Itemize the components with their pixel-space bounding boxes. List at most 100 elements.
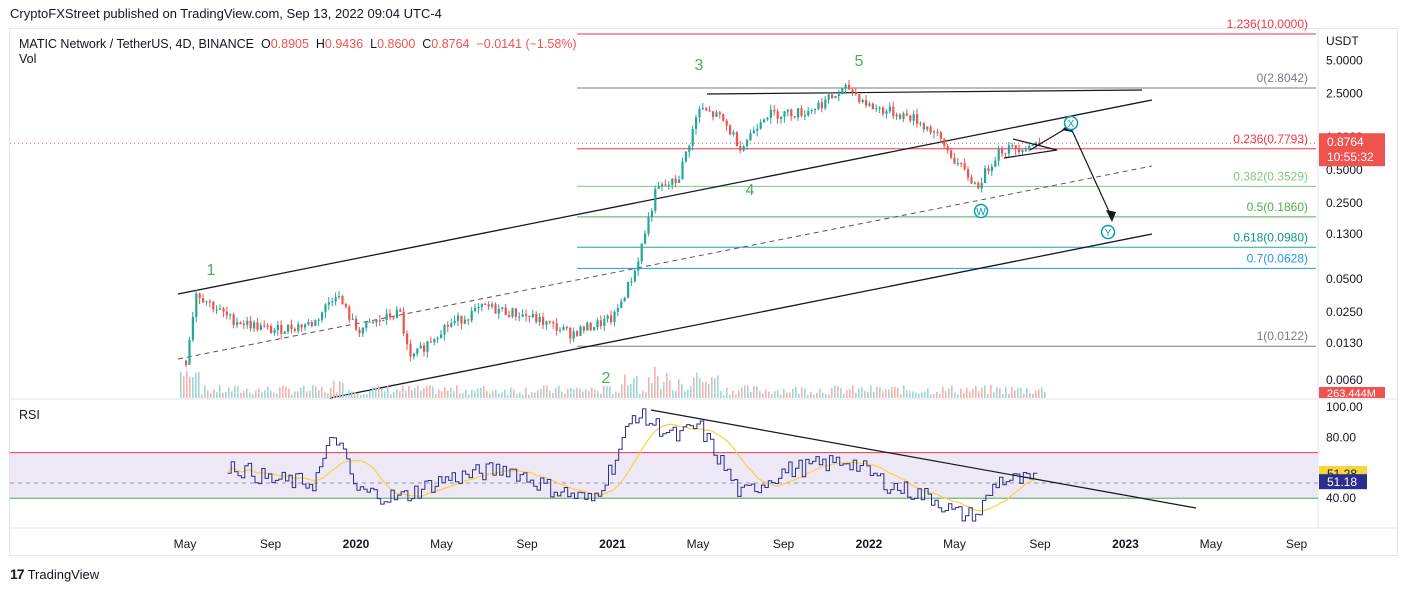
wave-circle-label: W xyxy=(976,207,986,218)
candle-body xyxy=(185,360,188,365)
volume-value: 263.444M xyxy=(1327,388,1376,400)
candle-body xyxy=(253,322,256,329)
candle-body xyxy=(460,315,463,324)
volume-bar xyxy=(294,391,296,398)
candle-body xyxy=(246,320,249,325)
candle-body xyxy=(817,102,820,109)
candle-body xyxy=(426,341,429,352)
price-axis-tick: 5.0000 xyxy=(1326,54,1363,68)
candle-body xyxy=(351,318,354,320)
candle-body xyxy=(834,95,837,99)
candle-body xyxy=(389,313,392,318)
volume-legend[interactable]: Vol xyxy=(19,52,37,66)
fib-level-label: 0(2.8042) xyxy=(1257,71,1308,85)
volume-bar xyxy=(717,375,719,398)
candle-body xyxy=(718,112,721,115)
rsi-line xyxy=(227,408,1038,522)
elliott-wave-label: 3 xyxy=(695,57,704,74)
volume-bar xyxy=(993,392,995,398)
volume-bar xyxy=(426,385,428,398)
channel-lower-line xyxy=(329,233,1153,399)
candle-body xyxy=(263,325,266,327)
volume-bar xyxy=(408,386,410,398)
volume-bar xyxy=(288,388,290,398)
candle-body xyxy=(361,327,364,334)
candle-body xyxy=(307,322,310,325)
volume-bar xyxy=(324,392,326,398)
candle-body xyxy=(358,329,361,334)
volume-bar xyxy=(708,384,710,398)
tradingview-footer[interactable]: 17 TradingView xyxy=(10,566,99,582)
channel-upper-line xyxy=(177,99,1153,295)
candle-body xyxy=(569,327,572,339)
volume-bar xyxy=(315,386,317,398)
candle-body xyxy=(827,94,830,100)
volume-bar xyxy=(423,387,425,398)
symbol-title[interactable]: MATIC Network / TetherUS, 4D, BINANCE xyxy=(19,37,255,51)
candle-body xyxy=(990,166,993,172)
volume-bar xyxy=(774,391,776,398)
volume-bar xyxy=(930,394,932,398)
candle-body xyxy=(786,109,789,112)
candle-body xyxy=(882,107,885,114)
volume-bar xyxy=(756,386,758,398)
volume-bar xyxy=(276,393,278,398)
volume-bar xyxy=(327,393,329,398)
volume-bar xyxy=(267,386,269,398)
volume-bar xyxy=(231,391,233,398)
volume-bar xyxy=(816,392,818,398)
volume-badge xyxy=(1319,387,1385,398)
volume-bar xyxy=(852,385,854,398)
volume-bar xyxy=(801,387,803,398)
candle-body xyxy=(963,163,966,170)
candle-body xyxy=(290,324,293,330)
candle-body xyxy=(800,108,803,116)
volume-bar xyxy=(258,388,260,398)
volume-bar xyxy=(996,387,998,398)
rsi-legend[interactable]: RSI xyxy=(19,408,40,422)
candle-body xyxy=(372,321,375,323)
volume-bar xyxy=(414,388,416,398)
candle-body xyxy=(412,353,415,357)
elliott-wave-label: 5 xyxy=(855,53,864,70)
candle-body xyxy=(474,308,477,311)
volume-bar xyxy=(615,391,617,398)
candle-body xyxy=(443,325,446,335)
volume-bar xyxy=(450,387,452,398)
volume-bar xyxy=(201,394,203,398)
volume-bar xyxy=(183,375,185,398)
candle-body xyxy=(749,133,752,141)
volume-bar xyxy=(465,389,467,398)
price-axis-tick: 0.0250 xyxy=(1326,305,1363,319)
volume-bar xyxy=(399,391,401,398)
volume-bar xyxy=(648,377,650,398)
candle-body xyxy=(491,304,494,307)
candle-body xyxy=(797,108,800,118)
bar-countdown: 10:55:32 xyxy=(1327,150,1374,164)
candle-body xyxy=(1004,153,1007,155)
volume-bar xyxy=(1041,387,1043,398)
volume-bar xyxy=(861,387,863,398)
volume-bar xyxy=(474,391,476,398)
volume-bar xyxy=(336,392,338,398)
candle-body xyxy=(640,243,643,262)
volume-bar xyxy=(576,387,578,398)
volume-bar xyxy=(456,385,458,398)
candle-body xyxy=(365,322,368,328)
volume-bar xyxy=(762,393,764,398)
volume-bar xyxy=(795,386,797,398)
low-label: L xyxy=(370,37,378,51)
price-axis-tick: 0.1300 xyxy=(1326,227,1363,241)
volume-bar xyxy=(1017,388,1019,398)
volume-bar xyxy=(792,388,794,398)
candle-body xyxy=(603,318,606,326)
volume-bar xyxy=(507,394,509,398)
volume-bar xyxy=(741,387,743,398)
volume-bar xyxy=(339,381,341,398)
volume-bar xyxy=(777,389,779,398)
volume-bar xyxy=(195,372,197,398)
volume-bar xyxy=(666,373,668,398)
volume-bar xyxy=(921,392,923,398)
price-axis-tick: 0.0500 xyxy=(1326,272,1363,286)
